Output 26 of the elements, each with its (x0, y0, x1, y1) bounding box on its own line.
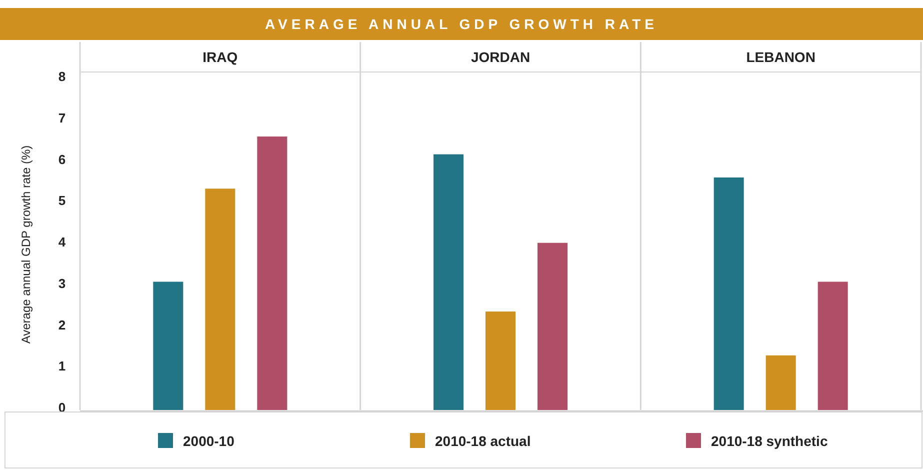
bar (153, 282, 184, 410)
legend-label: 2010-18 actual (435, 433, 531, 449)
chart-title: AVERAGE ANNUAL GDP GROWTH RATE (264, 16, 658, 32)
bar (257, 136, 288, 410)
bar (818, 282, 848, 410)
bar (766, 355, 796, 410)
bar (538, 242, 568, 410)
y-tick-label: 7 (58, 110, 66, 126)
y-axis-title: Average annual GDP growth rate (%) (19, 145, 33, 344)
y-tick-label: 1 (58, 358, 66, 374)
y-tick-label: 8 (58, 69, 66, 84)
y-tick-label: 3 (58, 276, 66, 291)
y-tick-label: 2 (58, 317, 66, 332)
legend-label: 2000-10 (183, 433, 235, 449)
x-tick-label: JORDAN (470, 49, 530, 65)
y-tick-label: 6 (58, 152, 66, 167)
bar (434, 154, 464, 410)
x-tick-label: IRAQ (202, 49, 238, 65)
y-tick-label: 4 (58, 234, 66, 250)
bar (205, 188, 236, 410)
y-tick-label: 0 (58, 400, 66, 415)
legend-label: 2010-18 synthetic (711, 433, 828, 449)
x-tick-label: LEBANON (746, 49, 816, 65)
bar (486, 312, 516, 410)
bar (714, 177, 744, 410)
y-tick-label: 5 (58, 193, 66, 208)
